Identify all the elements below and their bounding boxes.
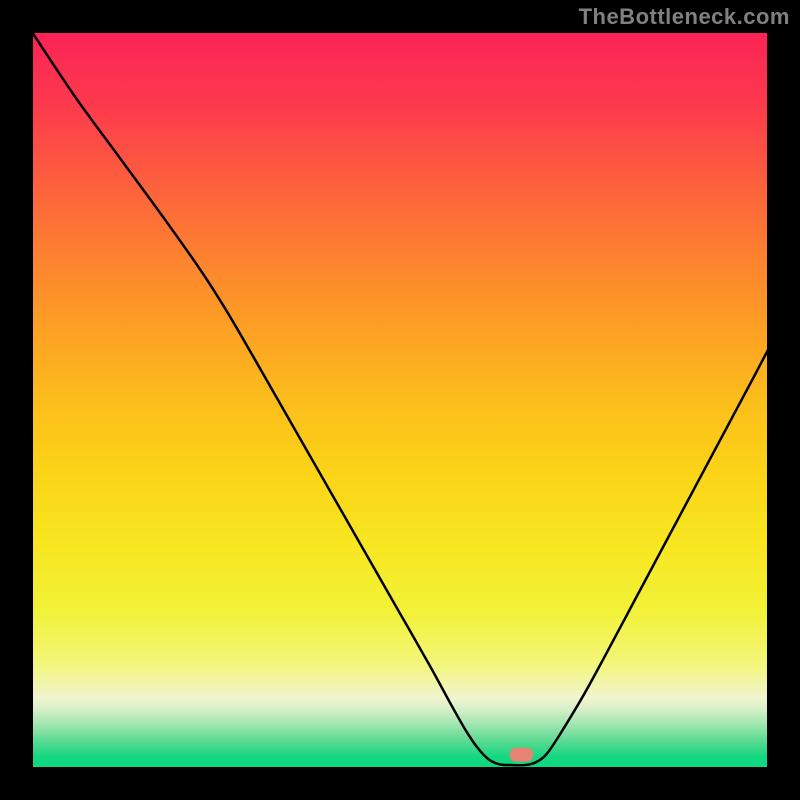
plot-background xyxy=(32,32,768,768)
watermark-label: TheBottleneck.com xyxy=(579,4,790,30)
optimal-marker xyxy=(509,748,533,762)
chart-container: TheBottleneck.com xyxy=(0,0,800,800)
bottleneck-curve-chart xyxy=(0,0,800,800)
